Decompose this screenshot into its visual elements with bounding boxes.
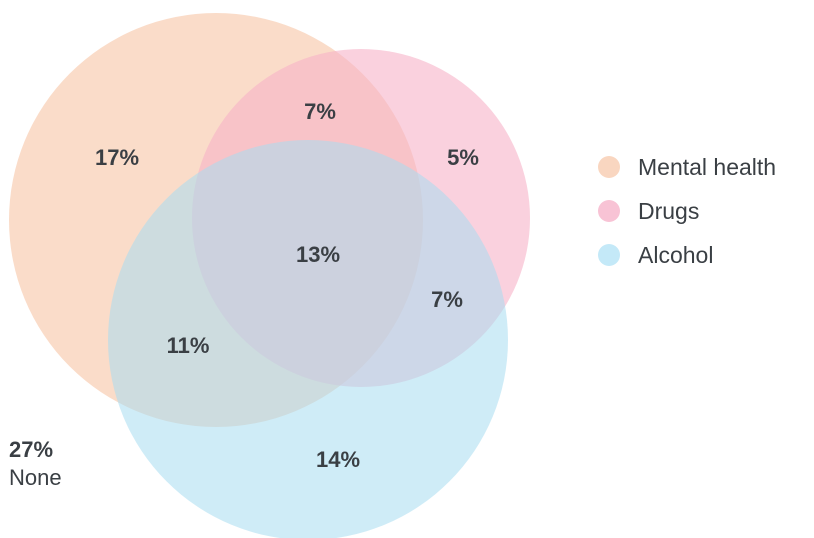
legend-swatch-drugs [598, 200, 620, 222]
legend: Mental health Drugs Alcohol [598, 145, 776, 277]
none-label: None [9, 465, 62, 490]
legend-item-drugs: Drugs [598, 189, 776, 233]
label-mental-health-and-drugs: 7% [304, 99, 336, 124]
legend-swatch-alcohol [598, 244, 620, 266]
legend-label-alcohol: Alcohol [638, 241, 714, 268]
label-all-three: 13% [296, 242, 340, 267]
label-drugs-and-alcohol: 7% [431, 287, 463, 312]
label-alcohol-only: 14% [316, 447, 360, 472]
label-drugs-only: 5% [447, 145, 479, 170]
venn-diagram: 17% 7% 5% 13% 7% 11% 14% [9, 13, 530, 538]
label-mental-health-and-alcohol: 11% [167, 333, 210, 358]
label-mental-health-only: 17% [95, 145, 139, 170]
legend-item-alcohol: Alcohol [598, 233, 776, 277]
none-annotation: 27% None [9, 436, 62, 492]
circle-alcohol [108, 140, 508, 538]
legend-label-drugs: Drugs [638, 197, 700, 224]
legend-label-mental-health: Mental health [638, 153, 777, 180]
legend-item-mental-health: Mental health [598, 145, 776, 189]
none-value: 27% [9, 437, 54, 462]
legend-swatch-mental-health [598, 156, 620, 178]
